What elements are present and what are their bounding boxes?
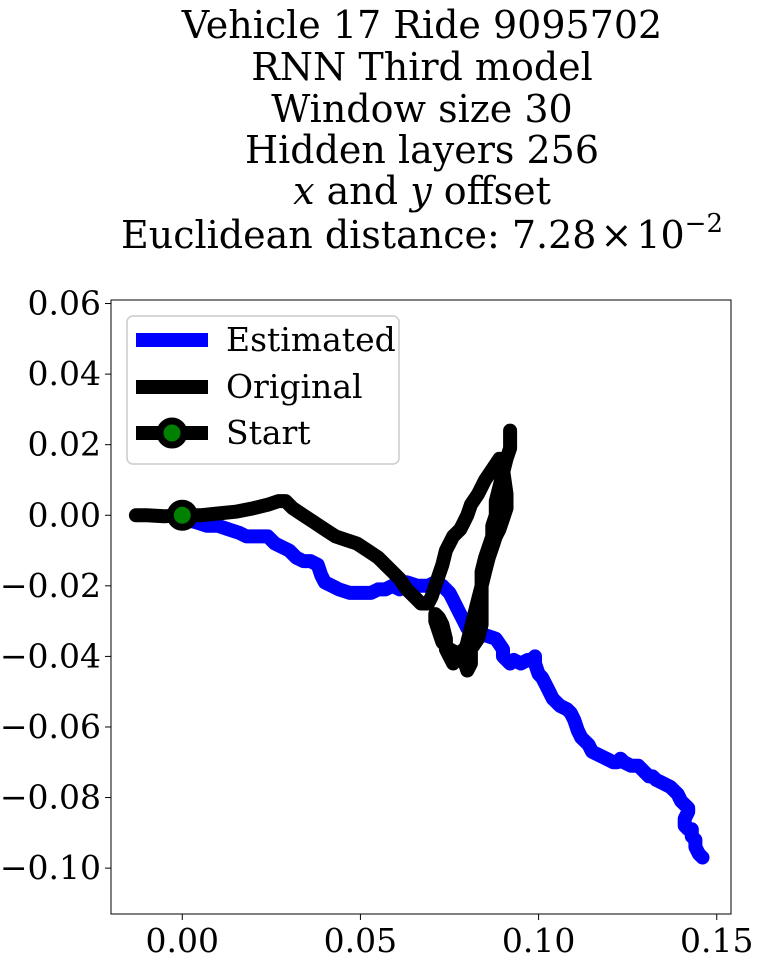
- x-tick-label: 0.00: [146, 921, 219, 960]
- title-line-4: Hidden layers 256: [245, 128, 599, 172]
- series-line-original: [128, 423, 518, 678]
- title-distance-text: Euclidean distance: 7.28: [121, 213, 596, 257]
- legend: Estimated Original Start: [126, 315, 400, 465]
- y-tick-label: −0.10: [0, 848, 101, 887]
- title-line-2: RNN Third model: [251, 45, 593, 89]
- legend-start-marker: [156, 417, 188, 449]
- x-tick-label: 0.10: [502, 921, 575, 960]
- y-tick-label: −0.02: [0, 566, 101, 605]
- y-tick-label: −0.04: [0, 636, 101, 675]
- y-tick-label: −0.08: [0, 778, 101, 817]
- title-line-6: Euclidean distance: 7.28 × 10−2: [121, 209, 723, 257]
- plot-area: [128, 423, 710, 865]
- x-tick-label: 0.15: [680, 921, 753, 960]
- title-and: and: [315, 169, 411, 213]
- axis-ticks: 0.00 0.05 0.10 0.15 0.06 0.04 0.02 0.00 −0.02 −0.…: [0, 284, 753, 960]
- title-offset: offset: [432, 169, 551, 213]
- start-marker: [166, 499, 198, 531]
- title-line-5: x and y offset: [293, 169, 551, 213]
- title-power-base: 10: [636, 213, 684, 257]
- y-tick-label: 0.00: [28, 495, 101, 534]
- y-tick-label: −0.06: [0, 707, 101, 746]
- legend-label-start: Start: [226, 413, 311, 452]
- y-tick-label: 0.06: [28, 284, 101, 323]
- title-line-1: Vehicle 17 Ride 9095702: [181, 3, 662, 47]
- series-line-estimated: [175, 511, 710, 865]
- axes-frame: [110, 299, 732, 915]
- legend-label-estimated: Estimated: [226, 320, 396, 359]
- y-tick-label: 0.04: [28, 354, 101, 393]
- title-line-3: Window size 30: [271, 87, 572, 131]
- title-x-var: x: [293, 169, 314, 213]
- title-times-sign: ×: [600, 213, 632, 257]
- chart-title: Vehicle 17 Ride 9095702 RNN Third model …: [121, 3, 723, 257]
- legend-label-original: Original: [226, 367, 363, 406]
- y-tick-label: 0.02: [28, 425, 101, 464]
- title-y-var: y: [408, 169, 432, 213]
- title-power-exponent: −2: [685, 209, 723, 239]
- x-tick-label: 0.05: [324, 921, 397, 960]
